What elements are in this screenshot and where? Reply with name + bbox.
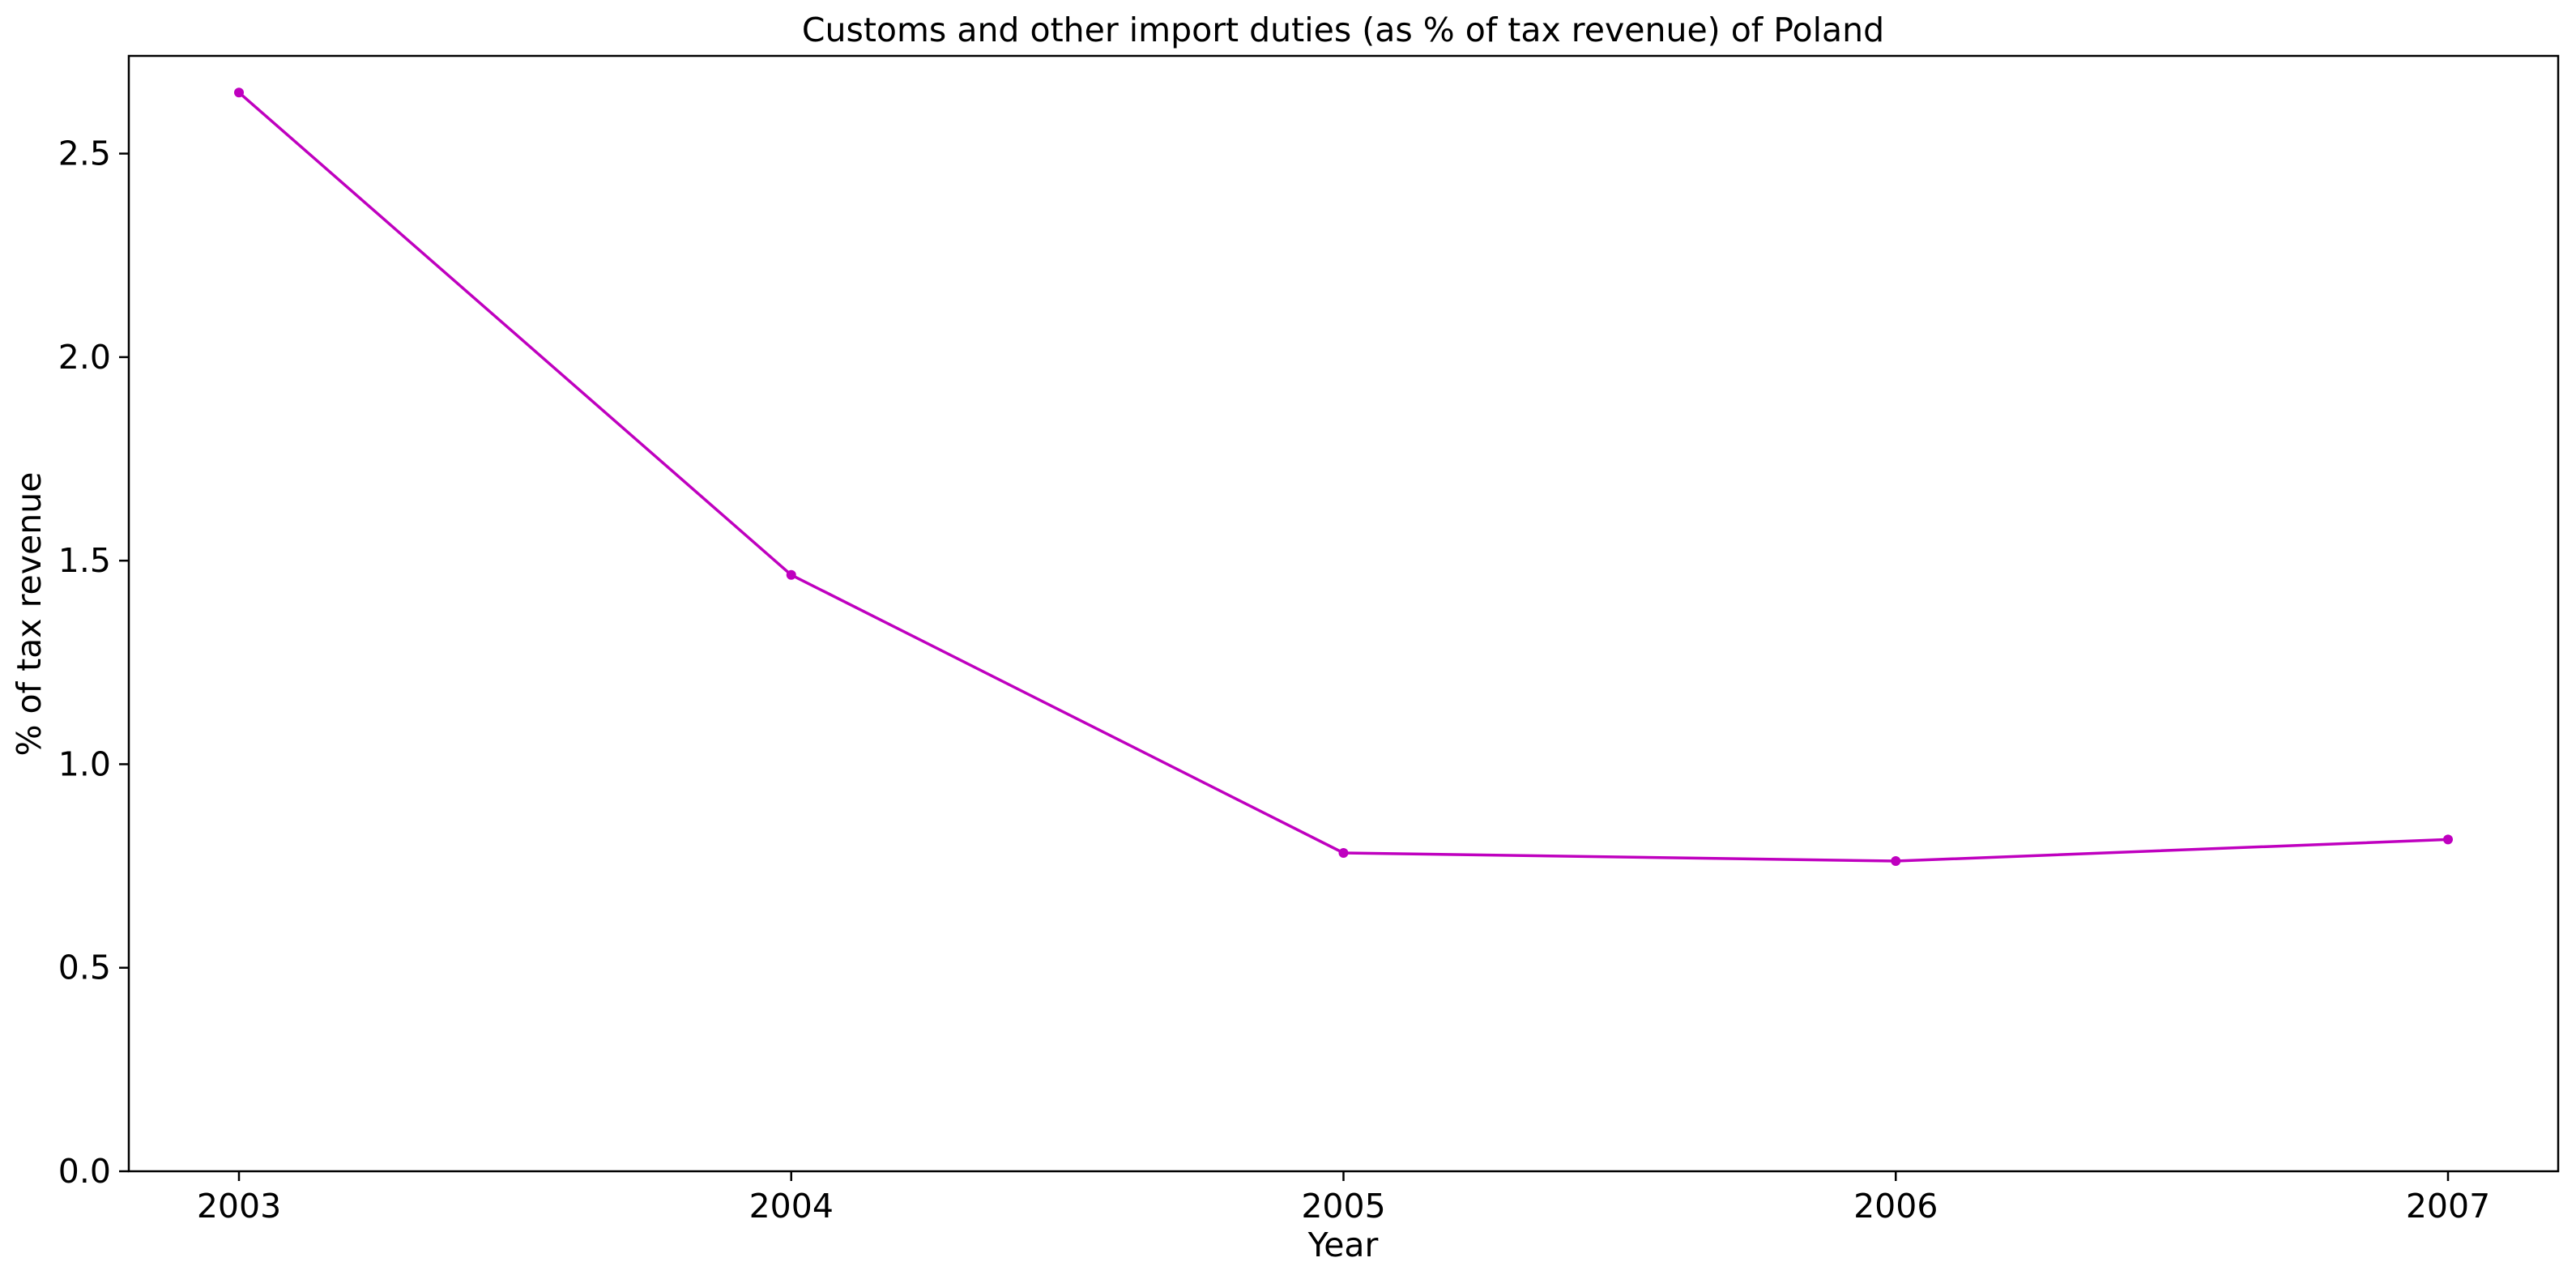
data-point bbox=[1891, 856, 1901, 867]
y-tick-label: 1.0 bbox=[58, 744, 111, 783]
chart-title: Customs and other import duties (as % of… bbox=[802, 11, 1884, 49]
data-point bbox=[234, 87, 244, 98]
y-axis-label: % of tax revenue bbox=[10, 472, 49, 757]
y-tick-label: 0.0 bbox=[58, 1152, 111, 1191]
y-tick-label: 2.0 bbox=[58, 338, 111, 377]
data-point bbox=[1338, 848, 1349, 859]
y-tick-label: 2.5 bbox=[58, 134, 111, 173]
series-group bbox=[234, 87, 2453, 867]
y-tick-label: 0.5 bbox=[58, 949, 111, 987]
data-point bbox=[786, 569, 796, 580]
x-axis-ticks: 2003 2004 2005 2006 2007 bbox=[197, 1171, 2490, 1226]
x-tick-label: 2006 bbox=[1853, 1187, 1938, 1226]
x-tick-label: 2003 bbox=[197, 1187, 281, 1226]
x-tick-label: 2004 bbox=[749, 1187, 834, 1226]
x-axis-label: Year bbox=[1307, 1226, 1379, 1264]
x-tick-label: 2007 bbox=[2406, 1187, 2490, 1226]
x-tick-label: 2005 bbox=[1301, 1187, 1385, 1226]
data-point bbox=[2443, 834, 2453, 845]
y-axis-ticks: 0.0 0.5 1.0 1.5 2.0 2.5 bbox=[58, 134, 129, 1191]
y-tick-label: 1.5 bbox=[58, 541, 111, 580]
plot-frame bbox=[127, 54, 2560, 1173]
series-line bbox=[237, 91, 2450, 863]
